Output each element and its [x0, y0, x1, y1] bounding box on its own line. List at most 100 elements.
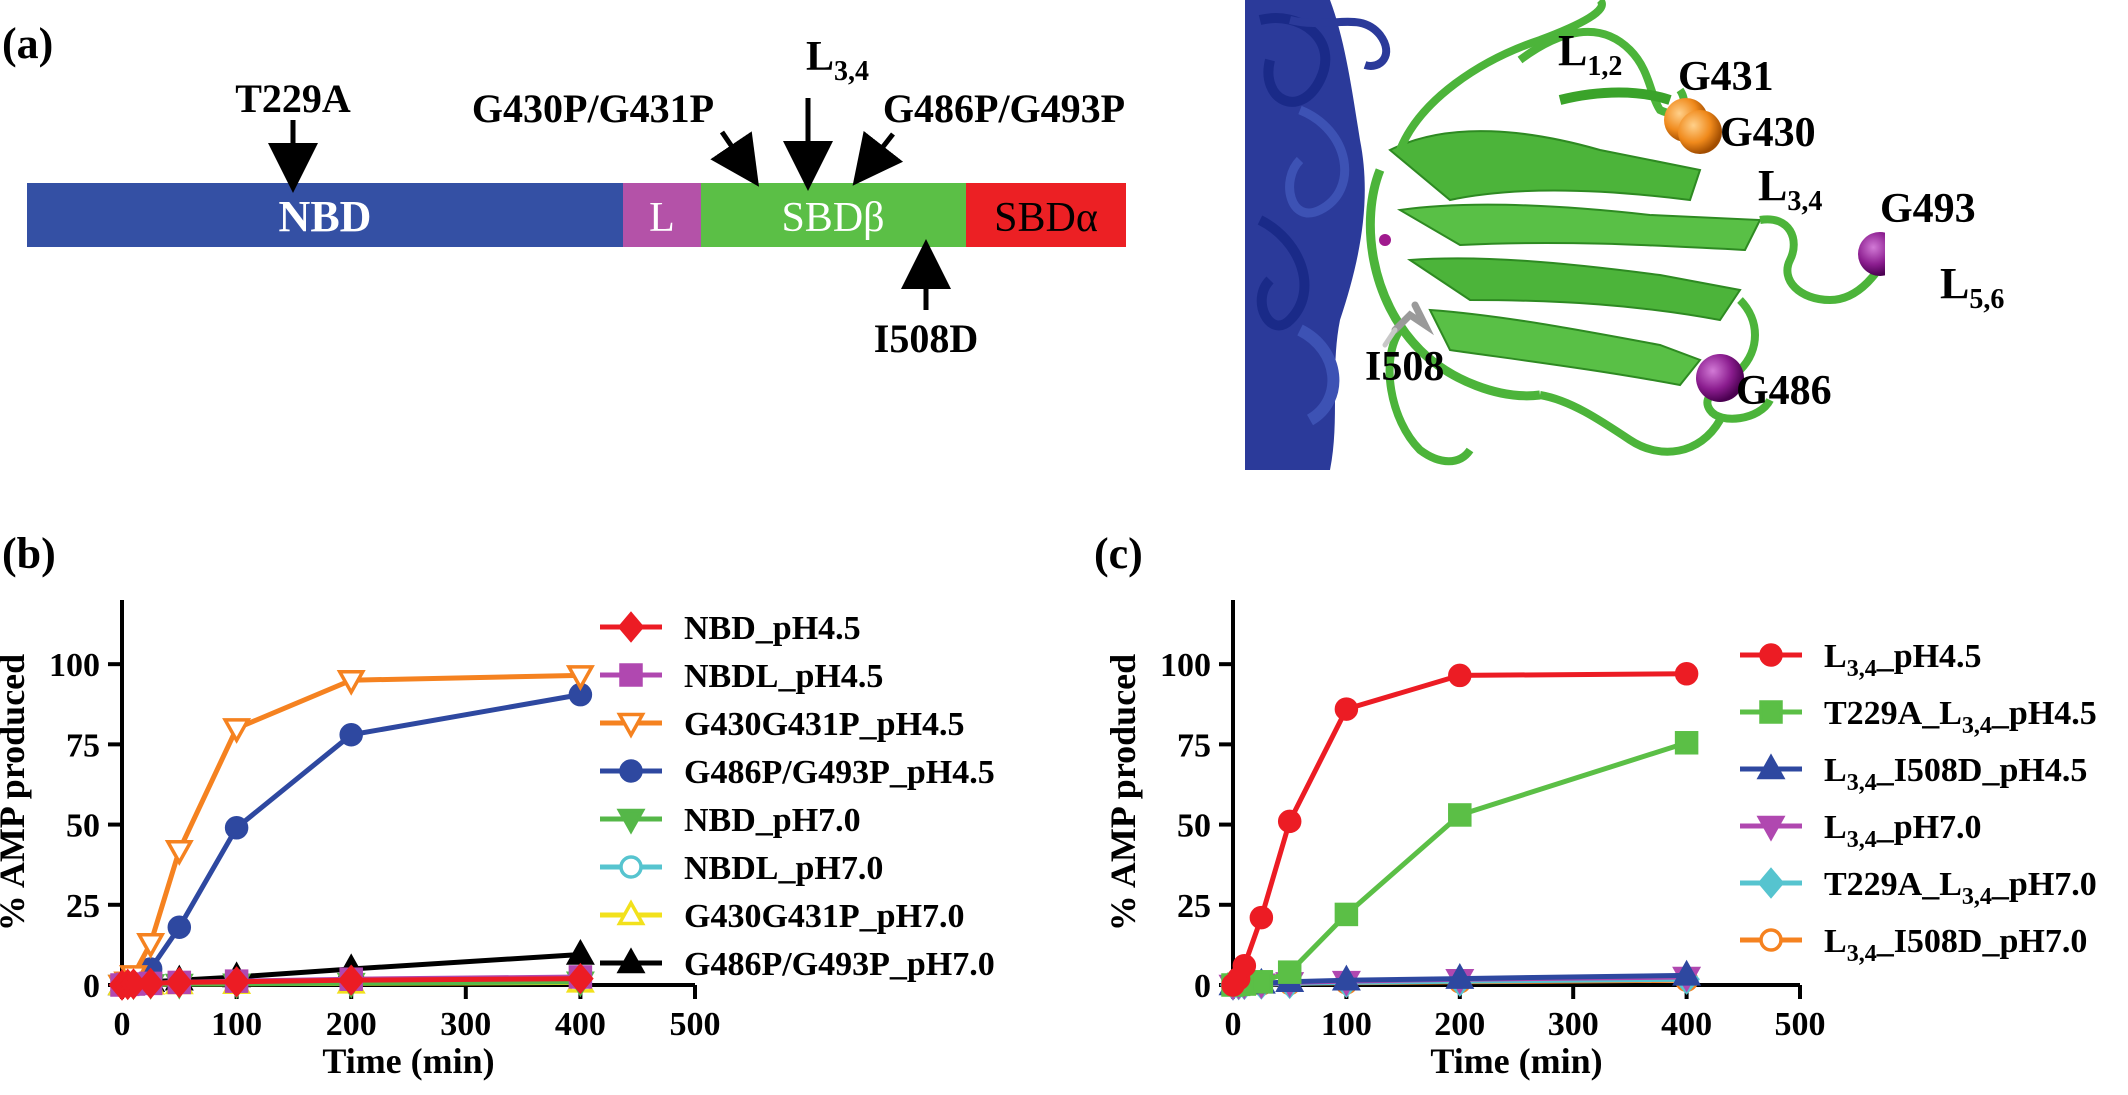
data-point	[166, 966, 193, 999]
arrow-g486-g493	[852, 130, 904, 186]
structure-l34-label: L3,4	[1758, 161, 1822, 217]
mutation-g430-g431-label: G430P/G431P	[472, 86, 714, 131]
data-point	[1232, 954, 1257, 978]
x-axis-label: Time (min)	[1430, 1041, 1602, 1081]
y-tick-label: 0	[83, 968, 100, 1005]
data-point	[1674, 731, 1699, 755]
structure-g430-label: G430	[1720, 110, 1816, 156]
x-tick-label: 400	[1661, 1006, 1712, 1043]
data-point	[1334, 697, 1359, 721]
arrow-g430-g431	[710, 130, 760, 187]
data-point	[223, 966, 250, 998]
domain-sbd-beta-label: SBDβ	[781, 195, 884, 241]
panel-b: (b) 0 100 200 300 400 500 0 25 50 75 100 Time (min)…	[0, 529, 995, 1081]
structure-l12-subscript: 1,2	[1587, 51, 1622, 82]
legend-marker	[1759, 928, 1783, 952]
mutation-l34-label: L3,4	[806, 34, 869, 87]
panel-b-label: (b)	[2, 529, 56, 578]
legend-marker	[1759, 700, 1783, 724]
legend-label: T229A_L3,4_pH7.0	[1824, 866, 2097, 910]
series-line	[120, 672, 581, 988]
legend-marker	[619, 855, 643, 879]
mutation-t229a-label: T229A	[235, 76, 351, 121]
legend-label: L3,4_I508D_pH7.0	[1824, 923, 2087, 967]
data-point	[1445, 963, 1475, 989]
data-point	[1277, 960, 1302, 984]
series-line	[1231, 671, 1687, 987]
data-point	[1674, 662, 1699, 686]
domain-sbd-alpha	[966, 183, 1126, 247]
legend-label: G486P/G493P_pH4.5	[684, 754, 995, 791]
legend-label: L3,4_I508D_pH4.5	[1824, 752, 2087, 796]
y-tick-label: 100	[1160, 647, 1211, 684]
structure-l56-label: L5,6	[1940, 259, 2004, 315]
data-point	[1331, 964, 1361, 991]
domain-bar: NBD L SBDβ SBDα	[27, 183, 1126, 247]
legend-marker	[617, 611, 645, 643]
series-line	[1232, 740, 1688, 988]
legend-marker	[619, 759, 643, 783]
y-axis-label: % AMP produced	[0, 654, 32, 931]
data-point	[1448, 803, 1472, 827]
y-axis-label: % AMP produced	[1103, 654, 1143, 931]
domain-nbd-label: NBD	[279, 192, 372, 241]
data-point	[164, 840, 194, 866]
data-point	[1249, 970, 1274, 994]
legend-marker	[616, 899, 646, 926]
legend-label: G430G431P_pH4.5	[684, 706, 965, 743]
domain-sbd-beta	[701, 183, 966, 247]
structure-g431-label: G431	[1678, 54, 1774, 100]
legend-marker	[616, 808, 646, 835]
data-point	[224, 816, 249, 840]
legend-label: NBDL_pH7.0	[684, 850, 883, 887]
structure-l56-subscript: 5,6	[1969, 284, 2004, 315]
x-tick-label: 0	[1225, 1006, 1242, 1043]
data-point	[136, 933, 166, 959]
legend-label: T229A_L3,4_pH4.5	[1824, 695, 2097, 739]
legend-label: NBDL_pH4.5	[684, 658, 883, 695]
y-tick-label: 25	[66, 888, 100, 925]
mutation-i508d-label: I508D	[874, 316, 978, 361]
domain-linker-label: L	[649, 195, 675, 241]
legend-marker	[616, 712, 646, 739]
legend-label: L3,4_pH7.0	[1824, 809, 1982, 853]
panel-a-label: (a)	[2, 19, 53, 68]
x-tick-label: 300	[440, 1006, 491, 1043]
y-tick-label: 50	[1177, 808, 1211, 845]
structure-i508-sidechain	[1382, 301, 1435, 348]
data-point	[167, 915, 192, 939]
x-tick-label: 300	[1548, 1006, 1599, 1043]
mutation-g486-g493-label: G486P/G493P	[883, 86, 1125, 131]
panel-c: (c) 0 100 200 300 400 500 0 25 50 75 100 Time (min)…	[1094, 529, 2097, 1081]
structure-l12-label: L1,2	[1558, 26, 1622, 82]
data-point	[1249, 905, 1274, 930]
data-point	[336, 669, 366, 696]
legend-marker	[1759, 643, 1783, 667]
data-point	[1672, 959, 1702, 986]
structure-g486-label: G486	[1736, 368, 1832, 414]
x-tick-label: 0	[114, 1006, 131, 1043]
legend-label: NBD_pH7.0	[684, 802, 861, 839]
y-tick-label: 100	[49, 647, 100, 684]
domain-sbd-alpha-label: SBDα	[994, 195, 1098, 241]
data-point	[567, 962, 594, 995]
chart-c: 0 100 200 300 400 500 0 25 50 75 100 Time (min) % AM…	[1103, 600, 2097, 1081]
sphere-g486	[1696, 354, 1744, 402]
data-point	[1277, 809, 1302, 834]
x-tick-label: 100	[211, 1006, 262, 1043]
chart-b: 0 100 200 300 400 500 0 25 50 75 100 Time (min) % AM…	[0, 600, 995, 1081]
legend-label: G430G431P_pH7.0	[684, 898, 965, 935]
y-tick-label: 25	[1177, 888, 1211, 925]
data-point	[565, 665, 595, 691]
x-tick-label: 500	[1775, 1006, 1826, 1043]
x-tick-label: 100	[1321, 1006, 1372, 1043]
data-point	[1448, 663, 1472, 688]
data-point	[222, 718, 252, 744]
y-tick-label: 75	[1177, 727, 1211, 764]
y-tick-label: 75	[66, 727, 100, 764]
structure-nbd	[1245, 0, 1391, 470]
legend-marker	[1757, 867, 1785, 899]
x-tick-label: 200	[326, 1006, 377, 1043]
data-point	[337, 964, 365, 996]
